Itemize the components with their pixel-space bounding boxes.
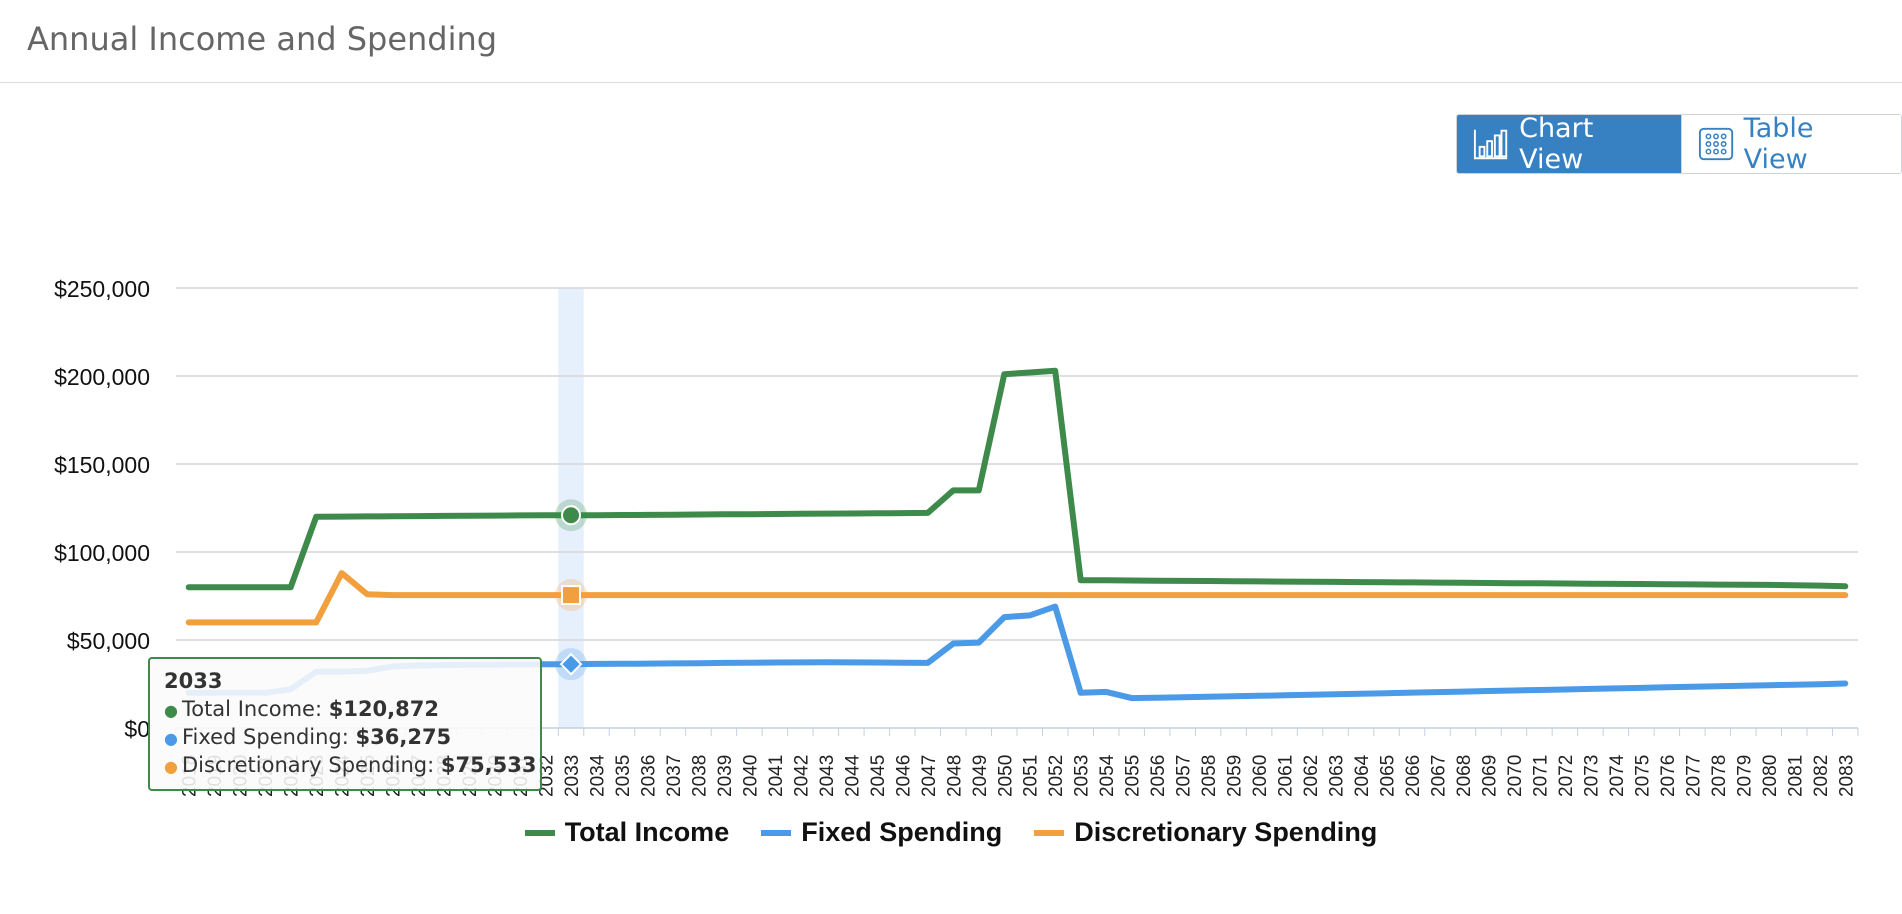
tooltip-year: 2033 [164,669,223,693]
chart-view-button[interactable]: Chart View [1457,115,1681,173]
page-title: Annual Income and Spending [27,20,498,58]
y-tick-label: $150,000 [54,452,150,478]
x-tick-label: 2033 [562,755,583,797]
x-tick-label: 2072 [1556,755,1577,797]
fixed-dot-icon: ● [164,729,178,748]
income-line [185,367,1849,591]
x-tick-label: 2060 [1250,755,1271,797]
chart-icon [1473,129,1508,160]
y-tick-label: $0 [124,716,150,742]
x-tick-label: 2076 [1658,755,1679,797]
legend-swatch [1034,829,1065,836]
legend-swatch [761,829,792,836]
x-tick-label: 2041 [766,755,787,797]
x-tick-label: 2038 [689,755,710,797]
fixed-marker [559,652,583,676]
x-tick-label: 2052 [1046,755,1067,797]
y-tick-label: $200,000 [54,364,150,390]
x-tick-label: 2075 [1632,755,1653,797]
legend-label: Fixed Spending [801,817,1003,847]
table-view-label: Table View [1743,114,1814,174]
tooltip: 2033 ● Total Income: $120,872 ● Fixed Spen… [148,657,542,791]
y-tick-label: $100,000 [54,540,150,566]
x-tick-label: 2057 [1174,755,1195,797]
legend-label: Total Income [564,817,730,847]
x-tick-label: 2055 [1123,755,1144,797]
tooltip-label: Total Income: [181,697,329,721]
x-tick-label: 2063 [1327,755,1348,797]
chart-view-label: Chart View [1519,114,1594,174]
y-tick-label: $250,000 [54,276,150,302]
x-tick-label: 2045 [868,755,889,797]
x-tick-label: 2067 [1429,755,1450,797]
income-marker [561,505,582,526]
x-tick-label: 2077 [1683,755,1704,797]
x-tick-label: 2080 [1760,755,1781,797]
discretionary-dot-icon: ● [164,757,178,776]
legend-item-discretionary[interactable]: Discretionary Spending [1034,817,1377,848]
income-dot-icon: ● [164,701,178,720]
x-tick-label: 2058 [1199,755,1220,797]
x-tick-label: 2074 [1607,754,1628,797]
x-tick-label: 2083 [1836,755,1857,797]
discretionary-spending-line [185,570,1849,626]
tooltip-row-discretionary: ● Discretionary Spending: $75,533 [164,752,540,780]
x-tick-label: 2039 [715,755,736,797]
tooltip-label: Discretionary Spending: [181,753,441,777]
x-tick-label: 2082 [1811,755,1832,797]
x-tick-label: 2064 [1352,754,1373,797]
x-tick-label: 2061 [1276,755,1297,797]
x-tick-label: 2081 [1785,755,1806,797]
x-tick-label: 2050 [995,755,1016,797]
tooltip-value: $75,533 [440,753,537,777]
x-tick-label: 2062 [1301,755,1322,797]
y-tick-label: $50,000 [67,628,150,654]
x-tick-label: 2048 [944,755,965,797]
x-tick-label: 2079 [1734,755,1755,797]
view-toggle: Chart View Table View [1456,114,1902,174]
x-tick-label: 2043 [817,755,838,797]
tooltip-row-fixed: ● Fixed Spending: $36,275 [164,724,540,752]
legend: Total Income Fixed Spending Discretionar… [0,817,1902,848]
x-tick-label: 2056 [1148,755,1169,797]
table-view-button[interactable]: Table View [1680,114,1901,174]
x-tick-label: 2036 [638,755,659,797]
grid-icon [1698,127,1733,161]
x-tick-label: 2053 [1072,755,1093,797]
legend-label: Discretionary Spending [1074,817,1378,847]
header: Annual Income and Spending [0,0,1902,83]
x-tick-label: 2046 [893,755,914,797]
x-tick-label: 2049 [970,755,991,797]
tooltip-value: $120,872 [328,697,439,721]
discretionary-marker [561,585,582,606]
x-tick-label: 2044 [842,754,863,797]
legend-item-fixed[interactable]: Fixed Spending [761,817,1002,848]
x-tick-label: 2069 [1479,755,1500,797]
tooltip-value: $36,275 [355,725,452,749]
legend-item-income[interactable]: Total Income [524,817,730,848]
x-tick-label: 2051 [1021,755,1042,797]
x-tick-label: 2073 [1581,755,1602,797]
x-tick-label: 2034 [588,754,609,797]
tooltip-label: Fixed Spending: [181,725,356,749]
x-tick-label: 2040 [740,755,761,797]
x-tick-label: 2066 [1403,755,1424,797]
x-tick-label: 2047 [919,755,940,797]
x-tick-label: 2035 [613,755,634,797]
x-tick-label: 2068 [1454,755,1475,797]
x-tick-label: 2042 [791,755,812,797]
x-tick-label: 2065 [1378,755,1399,797]
legend-swatch [524,829,555,836]
x-tick-label: 2070 [1505,755,1526,797]
x-tick-label: 2071 [1530,755,1551,797]
x-tick-label: 2037 [664,755,685,797]
tooltip-row-income: ● Total Income: $120,872 [164,696,540,724]
x-tick-label: 2059 [1225,755,1246,797]
x-tick-label: 2054 [1097,754,1118,797]
x-tick-label: 2078 [1709,755,1730,797]
